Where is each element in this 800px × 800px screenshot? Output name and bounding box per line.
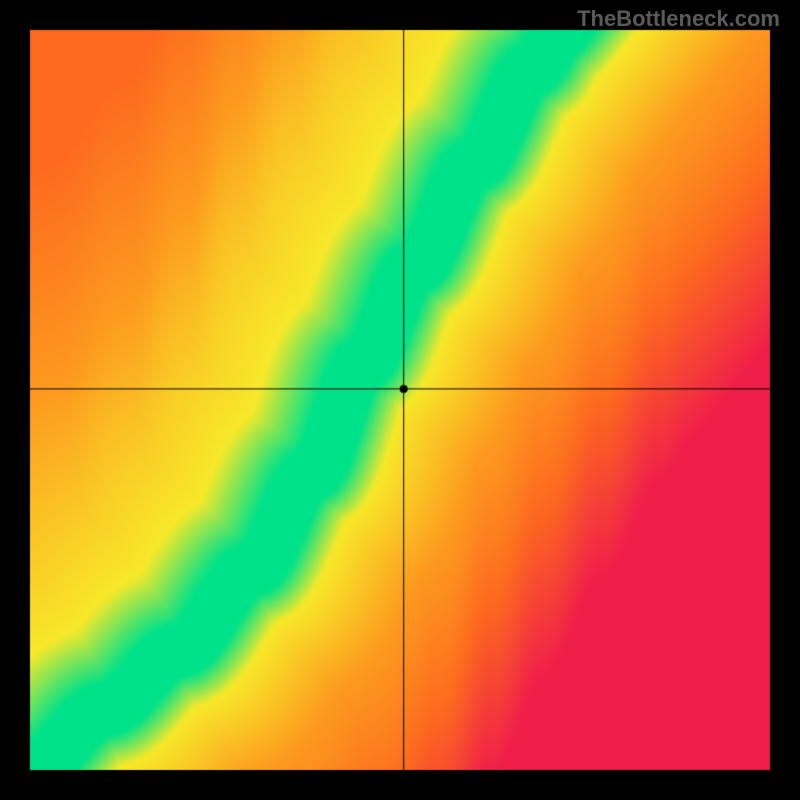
watermark-text: TheBottleneck.com [577,6,780,32]
chart-container: TheBottleneck.com [0,0,800,800]
heatmap-canvas [0,0,800,800]
